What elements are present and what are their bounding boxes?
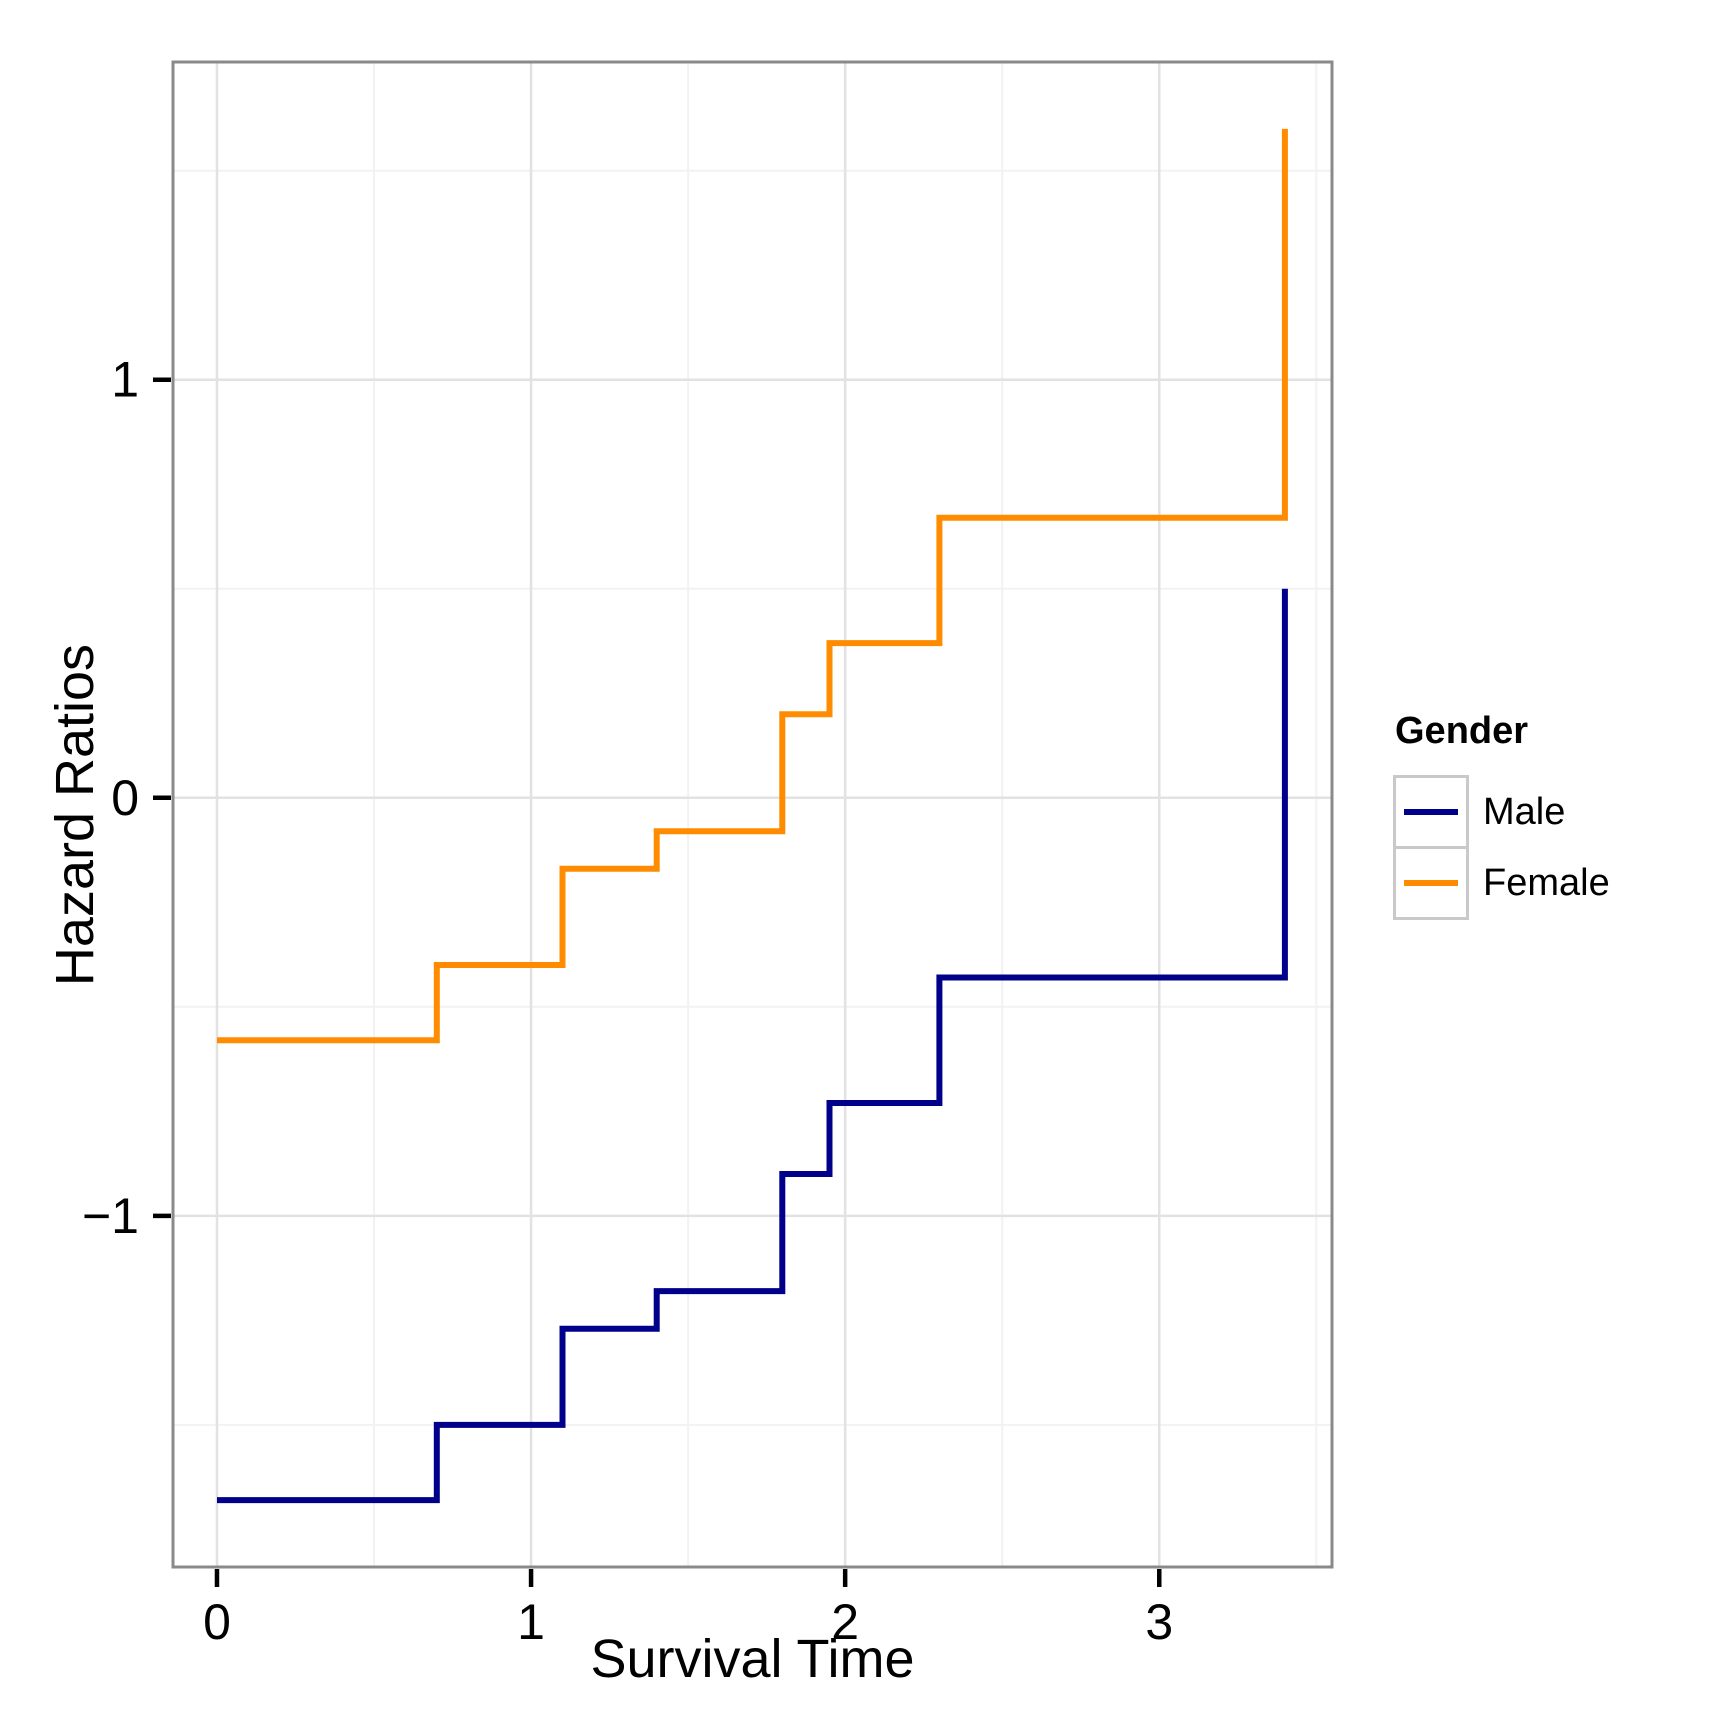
male-line-swatch: [1404, 809, 1458, 815]
legend-item-male: Male: [1393, 775, 1610, 849]
female-line-swatch: [1404, 880, 1458, 886]
step-line-female: [217, 128, 1288, 1044]
legend-label-female: Female: [1483, 861, 1610, 904]
x-tick-label: 0: [203, 1594, 231, 1650]
legend-item-female: Female: [1393, 846, 1610, 920]
legend-label-male: Male: [1483, 790, 1566, 833]
legend-key-female: [1393, 846, 1469, 920]
y-tick-label: −1: [82, 1188, 139, 1244]
legend: Gender Male Female: [1393, 710, 1610, 920]
panel-border: [171, 60, 1334, 1569]
y-tick-label: 1: [111, 352, 139, 408]
x-axis-title: Survival Time: [590, 1629, 915, 1689]
legend-key-male: [1393, 775, 1469, 849]
x-tick-label: 1: [517, 1594, 545, 1650]
step-line-male: [217, 588, 1288, 1504]
x-tick-label: 3: [1145, 1594, 1173, 1650]
legend-title: Gender: [1395, 710, 1529, 752]
x-tick-label: 2: [831, 1594, 859, 1650]
y-tick-label: 0: [111, 770, 139, 826]
y-axis-title: Hazard Ratios: [45, 643, 105, 987]
plot-panel: [173, 62, 1332, 1567]
